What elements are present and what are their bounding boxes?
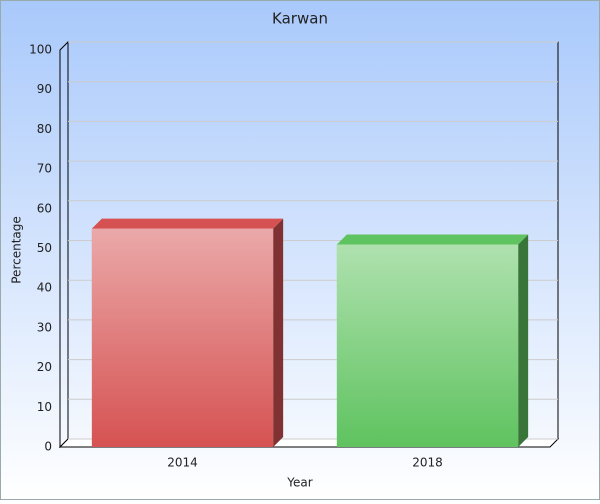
chart-title: Karwan — [272, 10, 328, 28]
y-tick-label: 90 — [37, 82, 52, 96]
bar-side — [273, 218, 284, 447]
x-tick-label: 2014 — [167, 456, 198, 470]
y-tick-label: 30 — [37, 320, 52, 334]
bar-shine — [91, 228, 274, 447]
bar-side — [518, 234, 529, 447]
y-tick-label: 80 — [37, 122, 52, 136]
y-tick-label: 100 — [29, 43, 52, 57]
y-tick-label: 10 — [37, 400, 52, 414]
bar-top — [336, 234, 529, 245]
bar-shine — [336, 244, 519, 447]
y-tick-label: 70 — [37, 162, 52, 176]
y-tick-label: 20 — [37, 360, 52, 374]
x-axis-title: Year — [286, 476, 312, 490]
x-tick-label: 2018 — [412, 456, 443, 470]
bar-top — [91, 218, 284, 229]
y-tick-label: 50 — [37, 241, 52, 255]
y-tick-label: 0 — [44, 440, 52, 454]
y-tick-label: 60 — [37, 201, 52, 215]
y-tick-label: 40 — [37, 281, 52, 295]
y-axis-title: Percentage — [10, 216, 24, 284]
